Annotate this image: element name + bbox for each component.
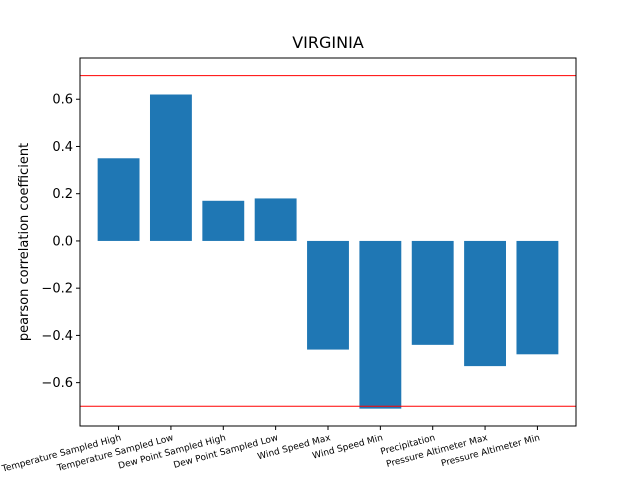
- bar: [307, 240, 349, 350]
- y-tick-label: 0.0: [52, 234, 73, 249]
- chart-title: VIRGINIA: [292, 33, 364, 52]
- y-axis-label: pearson correlation coefficient: [17, 143, 32, 341]
- bar: [359, 240, 402, 409]
- y-tick-label: 0.6: [52, 93, 73, 108]
- bar: [464, 240, 506, 367]
- bars-group: [97, 94, 559, 409]
- bar: [97, 158, 140, 241]
- bar: [254, 198, 297, 241]
- y-axis-ticks: −0.6 −0.4 −0.2 0.0 0.2 0.4 0.6: [41, 93, 80, 391]
- axes-frame: [79, 57, 577, 427]
- bar: [202, 200, 245, 241]
- bar: [149, 94, 192, 241]
- y-tick-label: −0.4: [41, 329, 73, 344]
- y-tick-label: 0.4: [52, 140, 73, 155]
- y-tick-label: −0.2: [41, 282, 73, 297]
- reference-lines-group: [80, 75, 576, 407]
- y-tick-label: 0.2: [52, 187, 73, 202]
- bar: [411, 240, 454, 345]
- bar: [516, 240, 559, 355]
- y-tick-label: −0.6: [41, 376, 73, 391]
